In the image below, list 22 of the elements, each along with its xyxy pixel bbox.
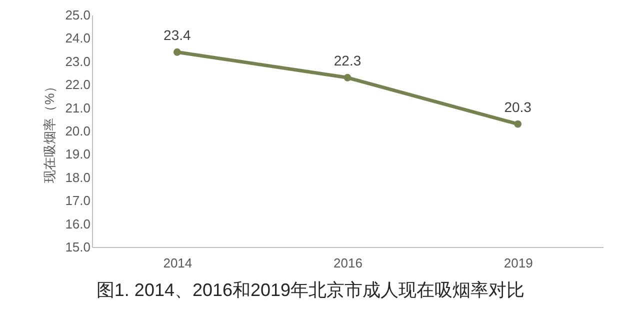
x-tick-label: 2014: [163, 256, 192, 270]
y-tick-label: 24.0: [65, 30, 90, 46]
y-tick-label: 25.0: [65, 8, 90, 22]
y-tick-label: 17.0: [65, 193, 90, 208]
point: [344, 74, 352, 82]
x-tick-label: 2019: [504, 256, 533, 270]
y-tick-label: 16.0: [65, 216, 90, 232]
data-label: 22.3: [334, 52, 362, 69]
y-axis-title: 现在吸烟率（%）: [42, 80, 58, 183]
data-label: 23.4: [164, 27, 192, 44]
y-tick-label: 19.0: [65, 146, 90, 162]
text: 图1. 2014、2016和2019年北京市成人现在吸烟率对比: [96, 280, 525, 300]
y-tick-label: 21.0: [65, 100, 90, 116]
data-label: 20.3: [504, 99, 532, 116]
point: [514, 120, 522, 128]
y-tick-label: 18.0: [65, 170, 90, 185]
y-tick-label: 23.0: [65, 54, 90, 69]
y-tick-label: 22.0: [65, 77, 90, 92]
y-tick-label: 20.0: [65, 124, 90, 138]
y-tick-label: 15.0: [65, 240, 90, 254]
point: [173, 48, 181, 56]
x-tick-label: 2016: [334, 256, 362, 270]
